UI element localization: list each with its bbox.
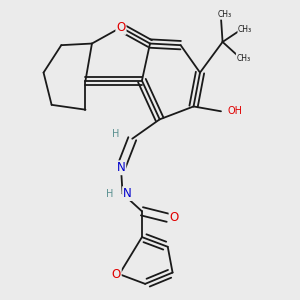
Text: H: H (106, 188, 113, 199)
Text: CH₃: CH₃ (236, 54, 250, 63)
Text: CH₃: CH₃ (238, 25, 252, 34)
Text: N: N (123, 187, 132, 200)
Text: CH₃: CH₃ (217, 10, 231, 19)
Text: O: O (169, 211, 179, 224)
Text: N: N (117, 161, 125, 174)
Text: OH: OH (228, 106, 243, 116)
Text: O: O (112, 268, 121, 281)
Text: O: O (116, 21, 126, 34)
Text: H: H (112, 129, 120, 139)
